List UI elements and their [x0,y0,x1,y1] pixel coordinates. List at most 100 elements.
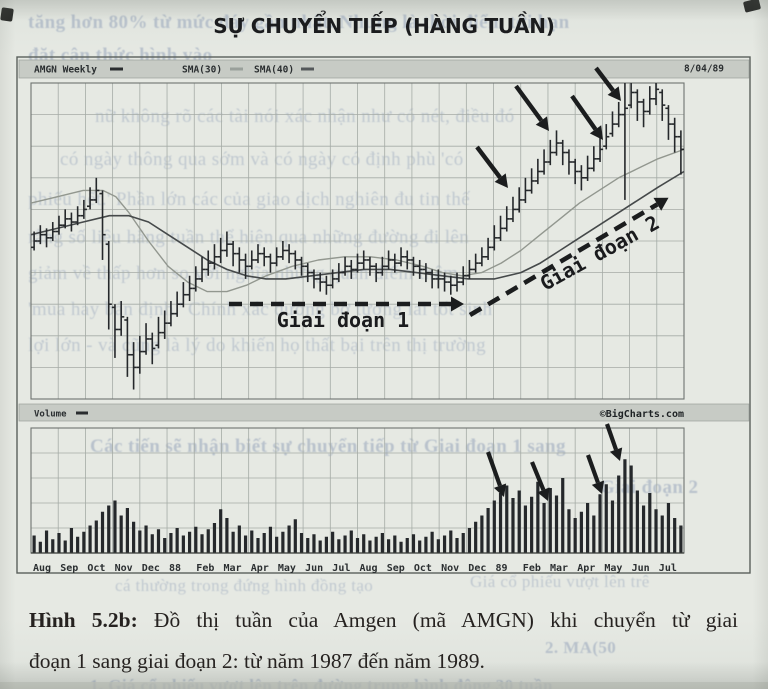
volume-bar [623,459,627,553]
volume-bar [567,509,571,553]
volume-bar [256,538,260,553]
volume-bar [424,536,428,553]
volume-bar [449,530,453,553]
sma40-legend-label: SMA(40) [254,65,294,76]
volume-bar [561,478,565,553]
volume-bar [542,503,546,553]
x-axis-label: Jul [659,563,677,574]
chart-outer-border [16,56,751,574]
sma30-legend-label: SMA(30) [182,65,222,76]
volume-bar [287,525,291,553]
volume-bar [418,540,422,553]
x-axis-label: Jun [632,563,650,574]
symbol-legend-label: AMGN Weekly [34,65,97,76]
volume-bar [175,528,179,553]
x-axis-label: Mar [550,563,568,574]
breakout-arrow-icon-head [589,125,603,140]
volume-bar [486,508,490,553]
volume-bar [635,490,639,553]
volume-bar [82,531,86,553]
volume-bar [132,521,136,553]
volume-bar [455,538,459,553]
volume-bar [144,525,148,553]
scan-artifact-mark [0,7,14,22]
breakout-arrow-icon-shaft [570,94,598,131]
volume-bar [138,530,142,553]
volume-spike-arrow-icon-head [609,447,623,461]
x-axis-label: Apr [577,563,595,574]
volume-bar [169,533,173,553]
volume-bar [225,518,229,553]
volume-bar [492,500,496,553]
x-axis-label: Jun [305,563,323,574]
volume-bar [275,536,279,553]
bleedthrough-text: Giá cổ phiếu vượt lên trê [470,572,650,591]
volume-bar [660,515,664,553]
bleedthrough-text: tăng hơn 80% từ mức đáy gần nhất. Nhưng … [28,12,570,33]
volume-bar [442,535,447,553]
volume-bar [380,533,384,553]
volume-bar [181,535,185,553]
volume-bar [125,508,129,553]
x-axis-label: Feb [196,563,214,574]
volume-bar [368,540,372,553]
x-axis-label: Sep [60,563,78,574]
volume-bar [405,538,409,553]
price-header-bar [18,59,750,79]
volume-bar [511,498,515,553]
volume-bar [57,533,61,553]
x-axis-label: 89 [496,563,508,574]
volume-bar [536,481,540,553]
volume-bar [498,493,503,553]
stage-trend-arrow-icon-shaft [468,202,659,317]
volume-spike-arrow-icon-head [493,483,507,497]
volume-bar [237,525,241,553]
volume-bar [231,531,235,553]
volume-bar [617,475,621,553]
volume-spike-arrow-icon-shaft [586,454,600,484]
volume-bar [430,531,434,553]
chart-date-label: 8/04/89 [684,64,724,75]
volume-bar [386,539,391,553]
breakout-arrow-icon-shaft [475,145,502,179]
volume-bar [673,518,677,553]
volume-spike-arrow-icon-shaft [530,461,546,491]
x-axis-label: Sep [387,563,405,574]
bleedthrough-text: giảm về thấp hơn so với nghĩa những quan… [28,263,459,284]
volume-bar [299,533,304,553]
x-axis-label: Jul [332,563,350,574]
breakout-arrow-icon-head [607,86,621,101]
x-axis-label: Dec [468,563,486,574]
volume-bar [517,490,521,553]
volume-bar [150,534,154,553]
volume-bar [393,535,397,553]
volume-bar [337,539,341,553]
volume-bar [281,531,285,553]
x-axis-label: Feb [523,563,541,574]
volume-bar [641,505,646,553]
volume-bar [579,511,583,553]
price-plot-border [30,82,685,400]
volume-bar [243,535,248,553]
volume-bar [119,515,123,553]
chart-plot-contents: Aug Sep Oct Nov Dec 88 Feb Mar Apr May Jun Jul Aug Se… [30,66,685,574]
volume-bar [250,530,254,553]
stage-trend-arrow-icon-head [451,296,464,312]
volume-bar [306,538,310,553]
volume-bar [474,521,478,553]
breakout-arrow-icon-head [494,173,508,188]
volume-bar [100,511,105,553]
volume-bar [480,515,484,553]
volume-bar [467,528,472,553]
volume-bar [187,531,192,553]
breakout-arrow-icon-shaft [514,84,544,122]
volume-bar [399,541,403,553]
volume-bar [200,534,204,553]
volume-bar [94,520,98,553]
volume-bar [331,531,335,553]
volume-bar [554,495,559,553]
volume-bar [362,534,366,553]
volume-bar [312,534,316,553]
